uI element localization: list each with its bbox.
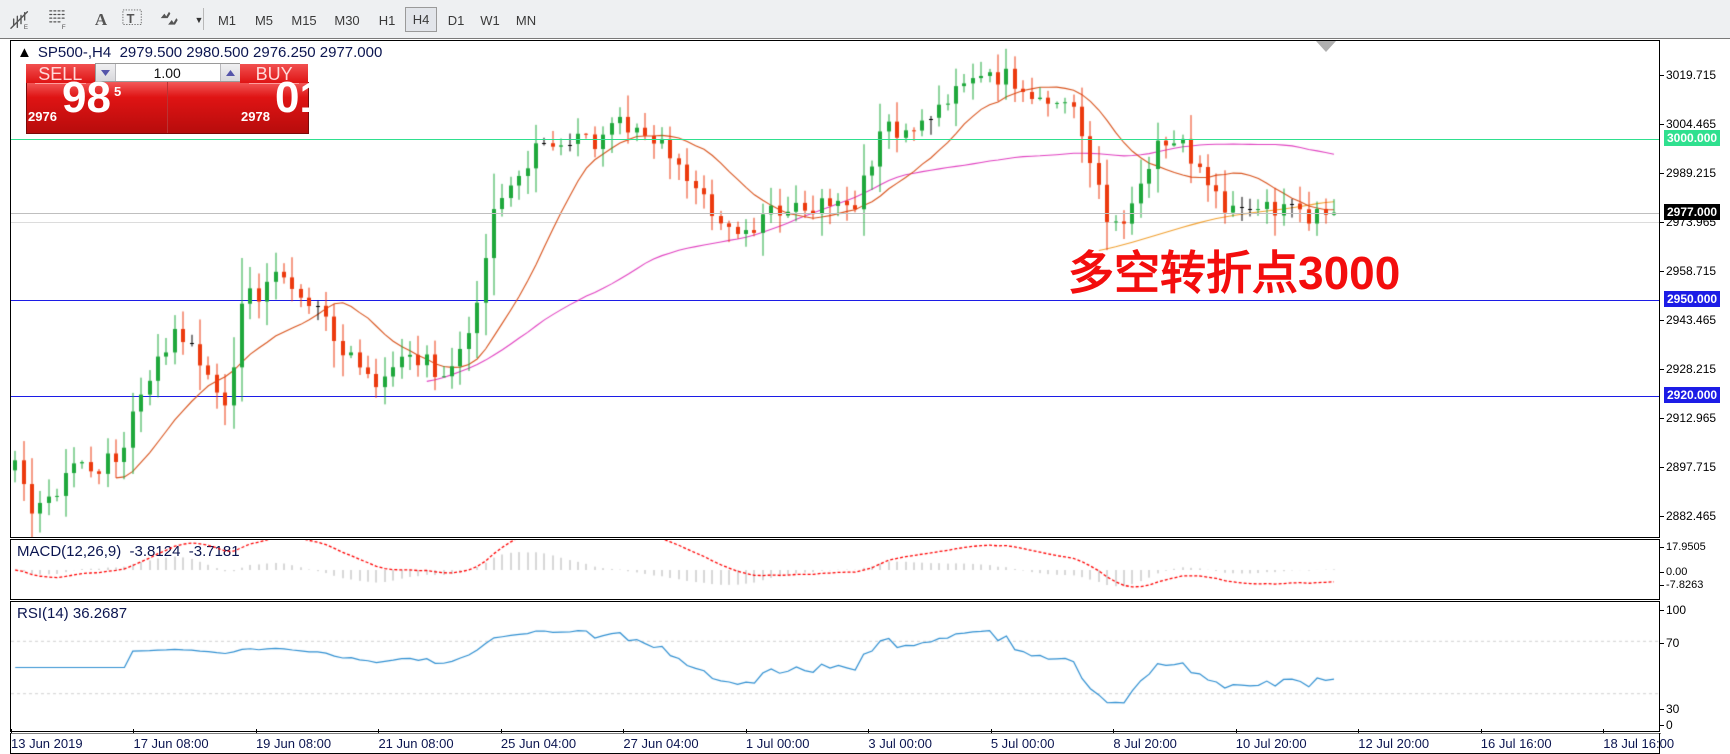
- svg-text:F: F: [62, 24, 66, 31]
- svg-text:E: E: [24, 24, 28, 31]
- svg-text:T: T: [127, 11, 135, 26]
